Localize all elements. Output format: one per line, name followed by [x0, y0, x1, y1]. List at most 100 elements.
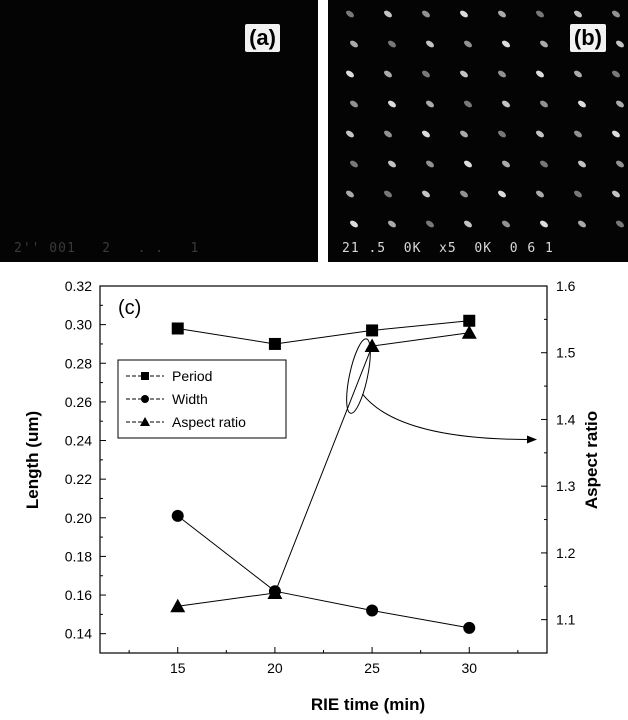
sem-dot	[536, 190, 544, 198]
sem-dot	[350, 220, 358, 228]
nanostructure-dots	[346, 10, 624, 228]
sem-dot	[498, 190, 506, 198]
chart-ticks: 0.14 0.16 0.18 0.20 0.22 0.24 0.26 0.28 0.30 0.32…	[65, 278, 576, 676]
panel-label-c: (c)	[118, 297, 141, 319]
sem-dot	[540, 220, 548, 228]
y-tick-label: 0.14	[65, 626, 92, 642]
x-tick-label: 30	[461, 660, 477, 676]
legend-marker	[141, 372, 149, 380]
data-point-period	[366, 324, 379, 337]
legend-marker	[140, 417, 150, 426]
x-tick-label: 20	[267, 660, 283, 676]
sem-dot	[612, 190, 620, 198]
sem-dot	[350, 40, 358, 48]
y2-tick-label: 1.6	[556, 278, 576, 294]
legend-label: Width	[172, 391, 208, 407]
sem-dot	[464, 40, 472, 48]
sem-dot	[612, 130, 620, 138]
sem-dot	[612, 10, 620, 18]
annotation-arrow	[362, 393, 530, 440]
data-point-period	[268, 337, 281, 350]
sem-dot	[616, 40, 624, 48]
sem-dot	[384, 70, 392, 78]
scale-bar-text-b: 21 .5 0K x5 0K 0 6 1	[342, 241, 554, 256]
annotation-arrowhead	[527, 435, 537, 444]
chart-annotation	[346, 338, 537, 444]
sem-dot	[426, 160, 434, 168]
y-tick-label: 0.32	[65, 278, 92, 294]
sem-image-a: (a) 2'' 001 2 . . 1	[0, 0, 318, 262]
sem-dot	[422, 10, 430, 18]
data-point-width	[171, 509, 184, 522]
sem-dot	[460, 190, 468, 198]
sem-dot	[464, 100, 472, 108]
y2-tick-label: 1.3	[556, 478, 576, 494]
panel-label-b: (b)	[569, 24, 606, 52]
sem-dot	[426, 100, 434, 108]
sem-dot	[502, 100, 510, 108]
sem-dot	[578, 220, 586, 228]
sem-dot	[350, 160, 358, 168]
line-chart: 0.14 0.16 0.18 0.20 0.22 0.24 0.26 0.28 0.30 0.32…	[23, 278, 601, 714]
sem-dot	[384, 130, 392, 138]
sem-dot	[540, 160, 548, 168]
sem-dot	[388, 160, 396, 168]
y2-axis-label: Aspect ratio	[582, 411, 601, 509]
sem-dot	[574, 190, 582, 198]
sem-dot	[616, 160, 624, 168]
sem-dot	[536, 70, 544, 78]
y-tick-label: 0.30	[65, 317, 92, 333]
sem-dot	[422, 130, 430, 138]
sem-dot	[460, 70, 468, 78]
y2-tick-label: 1.4	[556, 411, 576, 427]
sem-dot	[616, 220, 624, 228]
chart-legend: Period Width Aspect ratio	[117, 359, 287, 439]
legend-marker	[141, 395, 149, 403]
data-point-period	[463, 314, 476, 327]
sem-dot	[616, 100, 624, 108]
y2-tick-label: 1.1	[556, 612, 576, 628]
y-tick-label: 0.16	[65, 587, 92, 603]
chart-series-lines	[177, 320, 470, 629]
sem-dot	[346, 10, 354, 18]
sem-dot	[422, 70, 430, 78]
y-tick-label: 0.18	[65, 548, 92, 564]
sem-dot	[498, 70, 506, 78]
sem-dot	[388, 220, 396, 228]
y2-tick-label: 1.5	[556, 345, 576, 361]
data-point-aspect-ratio	[170, 598, 186, 613]
series-line-width	[177, 515, 470, 629]
sem-dot	[460, 130, 468, 138]
y-axis-label: Length (um)	[23, 411, 42, 509]
data-point-width	[463, 621, 476, 634]
y-tick-label: 0.22	[65, 471, 92, 487]
series-line-period	[177, 320, 470, 345]
data-point-aspect-ratio	[267, 585, 283, 599]
y-tick-label: 0.20	[65, 510, 92, 526]
sem-dot	[578, 160, 586, 168]
sem-dot	[502, 40, 510, 48]
sem-dot	[498, 130, 506, 138]
chart-markers	[170, 314, 477, 634]
sem-dot	[612, 70, 620, 78]
y2-tick-label: 1.2	[556, 545, 576, 561]
sem-dot	[536, 130, 544, 138]
sem-dot	[426, 40, 434, 48]
panel-label-a: (a)	[245, 24, 280, 52]
sem-dot	[464, 220, 472, 228]
sem-dot	[346, 130, 354, 138]
sem-image-b: (b) 21 .5 0K x5 0K 0 6 1	[328, 0, 628, 262]
sem-dot	[578, 100, 586, 108]
sem-dot	[502, 220, 510, 228]
data-point-aspect-ratio	[461, 325, 477, 339]
sem-dot	[346, 190, 354, 198]
x-tick-label: 15	[170, 660, 186, 676]
x-axis-label: RIE time (min)	[311, 695, 425, 714]
sem-dot	[502, 160, 510, 168]
legend-label: Period	[172, 368, 212, 384]
sem-dot	[346, 70, 354, 78]
sem-dot	[464, 160, 472, 168]
sem-dot	[574, 10, 582, 18]
sem-dot	[426, 220, 434, 228]
sem-dot	[460, 10, 468, 18]
